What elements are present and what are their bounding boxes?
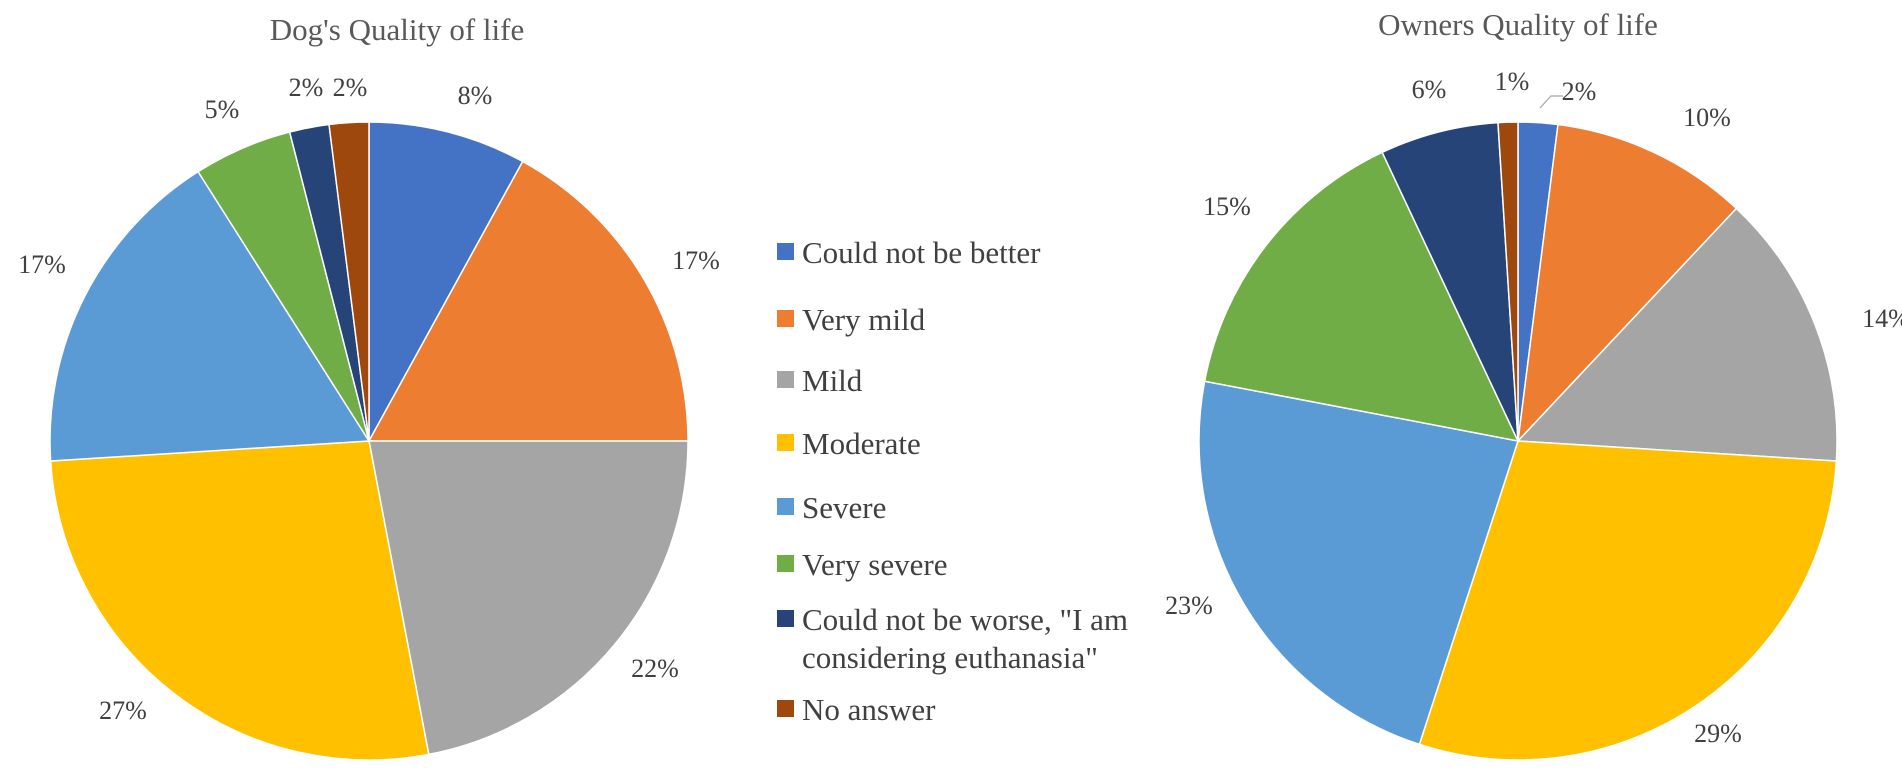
owners-slice-5 xyxy=(1198,380,1519,746)
legend-label-1: Could not be better xyxy=(802,235,1041,270)
owners-data-label-1: 2% xyxy=(1562,77,1597,106)
dog-data-label-1: 8% xyxy=(458,81,493,110)
dog-chart-title: Dog's Quality of life xyxy=(270,12,524,47)
owners-slice-4 xyxy=(1418,440,1838,761)
owners-slice-7 xyxy=(1381,121,1519,442)
owners-data-label-3: 14% xyxy=(1862,304,1902,333)
owners-leader-line-1 xyxy=(1539,95,1563,109)
owners-data-label-4: 29% xyxy=(1694,719,1742,748)
dog-data-label-3: 22% xyxy=(631,654,679,683)
dog-data-label-4: 27% xyxy=(99,696,147,725)
dog-slice-8 xyxy=(328,121,370,442)
legend-label-6: Very severe xyxy=(802,547,947,582)
legend-label-3: Mild xyxy=(802,363,863,398)
owners-chart-title: Owners Quality of life xyxy=(1378,7,1658,42)
legend-swatch-1 xyxy=(777,243,794,260)
legend-label-4: Moderate xyxy=(802,426,921,461)
owners-data-label-5: 23% xyxy=(1165,591,1213,620)
owners-slice-2 xyxy=(1516,123,1738,444)
dog-data-label-5: 17% xyxy=(18,250,66,279)
owners-data-label-2: 10% xyxy=(1683,103,1731,132)
dog-slice-2 xyxy=(367,160,689,442)
legend-label-2: Very mild xyxy=(802,302,926,337)
dog-data-label-7: 2% xyxy=(289,73,324,102)
dog-data-label-8: 2% xyxy=(333,73,368,102)
legend-swatch-7 xyxy=(777,610,794,627)
owners-data-label-7: 6% xyxy=(1412,75,1447,104)
legend-swatch-5 xyxy=(777,498,794,515)
owners-slice-3 xyxy=(1516,207,1838,462)
legend-swatch-2 xyxy=(777,310,794,327)
dog-quality-pie: Dog's Quality of life 8% 17% 22% 27% 17% 5% 2%… xyxy=(18,12,720,761)
owners-data-label-6: 15% xyxy=(1203,192,1251,221)
legend-label-7-line-2: considering euthanasia" xyxy=(802,640,1098,675)
dog-slice-4 xyxy=(49,440,430,761)
owners-quality-pie: Owners Quality of life 2% 10% 14% 29% 23% 15%… xyxy=(1165,7,1902,761)
legend-label-5: Severe xyxy=(802,490,886,525)
owners-slice-8 xyxy=(1497,121,1519,442)
dog-slice-5 xyxy=(49,170,371,462)
dog-data-label-2: 17% xyxy=(672,246,720,275)
owners-slice-6 xyxy=(1203,151,1520,443)
legend-swatch-4 xyxy=(777,434,794,451)
legend-swatch-8 xyxy=(777,700,794,717)
legend-swatch-3 xyxy=(777,371,794,388)
legend-swatch-6 xyxy=(777,555,794,572)
dog-slice-1 xyxy=(368,121,524,442)
dog-data-label-6: 5% xyxy=(205,95,240,124)
dog-slice-3 xyxy=(368,440,689,756)
legend-label-7-line-1: Could not be worse, "I am xyxy=(802,602,1128,637)
owners-data-label-8: 1% xyxy=(1495,67,1530,96)
legend-label-8: No answer xyxy=(802,692,936,727)
legend: Could not be better Very mild Mild Moderate… xyxy=(777,235,1128,727)
